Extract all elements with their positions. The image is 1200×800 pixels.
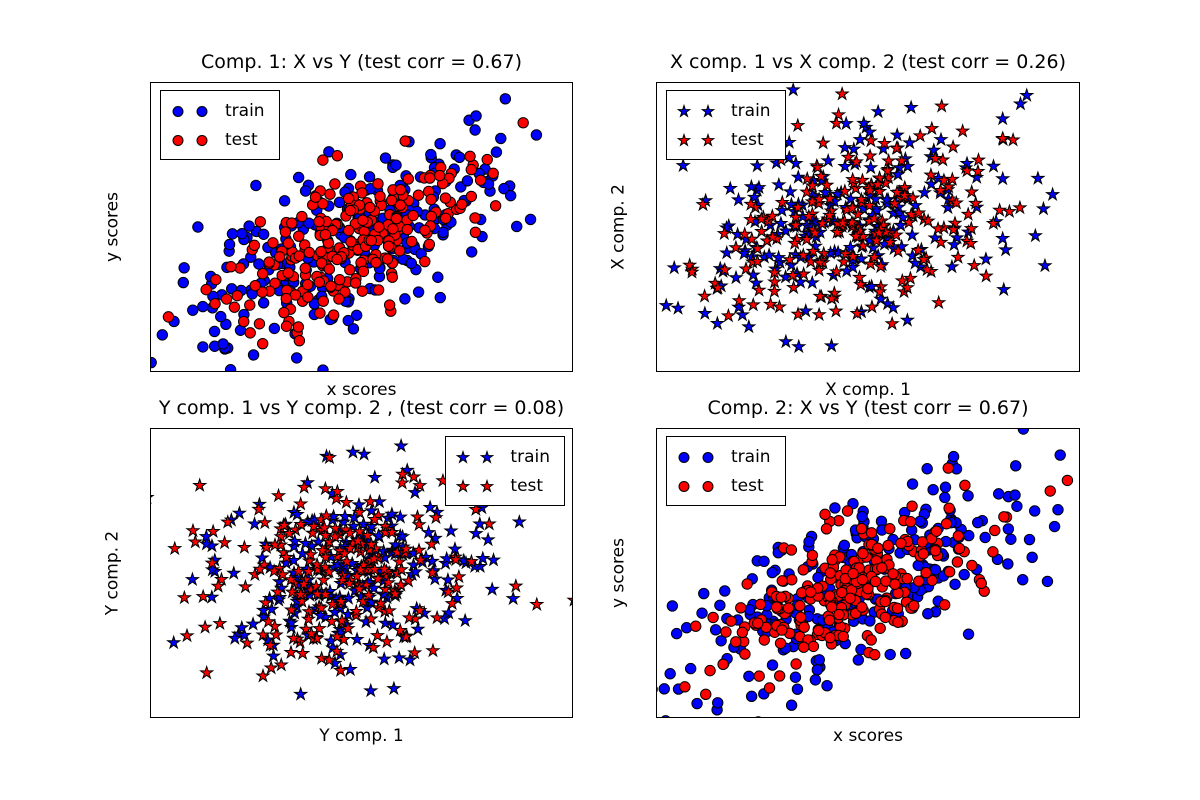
scatter-canvas — [151, 437, 572, 701]
plot-title: X comp. 1 vs X comp. 2 (test corr = 0.26… — [669, 51, 1066, 73]
y-axis-label: X comp. 2 — [608, 184, 629, 270]
test-marker-icon — [194, 132, 210, 148]
scatter-canvas — [658, 83, 1061, 354]
x-axis-label: X comp. 1 — [825, 380, 911, 400]
legend-label-train: train — [510, 446, 550, 467]
train-marker-icon — [700, 449, 716, 465]
legend-entry-test: test — [676, 125, 771, 154]
test-marker-icon — [170, 132, 186, 148]
test-marker-icon — [479, 478, 495, 494]
train-marker-icon — [676, 103, 692, 119]
train-marker-icon — [170, 103, 186, 119]
subplot-xcomp1-vs-xcomp2: X comp. 1 vs X comp. 2 (test corr = 0.26… — [609, 51, 1080, 400]
legend-label-test: test — [510, 475, 544, 496]
x-axis-label: x scores — [326, 380, 397, 400]
legend-entry-test: test — [455, 471, 550, 500]
test-marker-icon — [455, 478, 471, 494]
axes-frame — [656, 82, 1080, 372]
subplot-comp1-x-vs-y: Comp. 1: X vs Y (test corr = 0.67) train… — [103, 51, 573, 400]
test-marker-icon — [700, 478, 716, 494]
legend-entry-train: train — [676, 442, 771, 471]
subplot-comp2-x-vs-y: Comp. 2: X vs Y (test corr = 0.67) train… — [609, 397, 1080, 746]
train-marker-icon — [194, 103, 210, 119]
legend-entry-train: train — [455, 442, 550, 471]
legend-label-train: train — [731, 100, 771, 121]
legend-entry-test: test — [676, 471, 771, 500]
x-axis-label: Y comp. 1 — [319, 726, 404, 746]
train-marker-icon — [455, 449, 471, 465]
legend-entry-train: train — [676, 96, 771, 125]
legend-entry-train: train — [170, 96, 265, 125]
legend: train test — [666, 436, 786, 506]
train-marker-icon — [700, 103, 716, 119]
train-marker-icon — [479, 449, 495, 465]
legend-entry-test: test — [170, 125, 265, 154]
legend-label-test: test — [731, 475, 764, 496]
legend: train test — [160, 90, 280, 160]
legend-label-test: test — [731, 129, 764, 150]
legend-label-test: test — [225, 129, 258, 150]
plot-title: Y comp. 1 vs Y comp. 2 , (test corr = 0.… — [158, 397, 565, 419]
legend-label-train: train — [225, 100, 265, 121]
legend-label-train: train — [731, 446, 771, 467]
scatter-canvas — [657, 429, 1074, 717]
legend: train test — [666, 90, 786, 160]
x-axis-label: x scores — [832, 726, 903, 746]
y-axis-label: y scores — [608, 537, 629, 609]
y-axis-label: Y comp. 2 — [102, 530, 123, 616]
test-marker-icon — [676, 132, 692, 148]
axes-frame — [656, 428, 1080, 718]
plot-title: Comp. 2: X vs Y (test corr = 0.67) — [707, 397, 1029, 419]
legend: train test — [445, 436, 565, 506]
plot-title: Comp. 1: X vs Y (test corr = 0.67) — [201, 51, 522, 73]
test-marker-icon — [700, 132, 716, 148]
y-axis-label: y scores — [102, 191, 123, 263]
test-marker-icon — [676, 478, 692, 494]
subplot-ycomp1-vs-ycomp2: Y comp. 1 vs Y comp. 2 , (test corr = 0.… — [103, 397, 573, 746]
axes-frame — [150, 82, 573, 372]
scatter-canvas — [151, 93, 543, 371]
train-marker-icon — [676, 449, 692, 465]
